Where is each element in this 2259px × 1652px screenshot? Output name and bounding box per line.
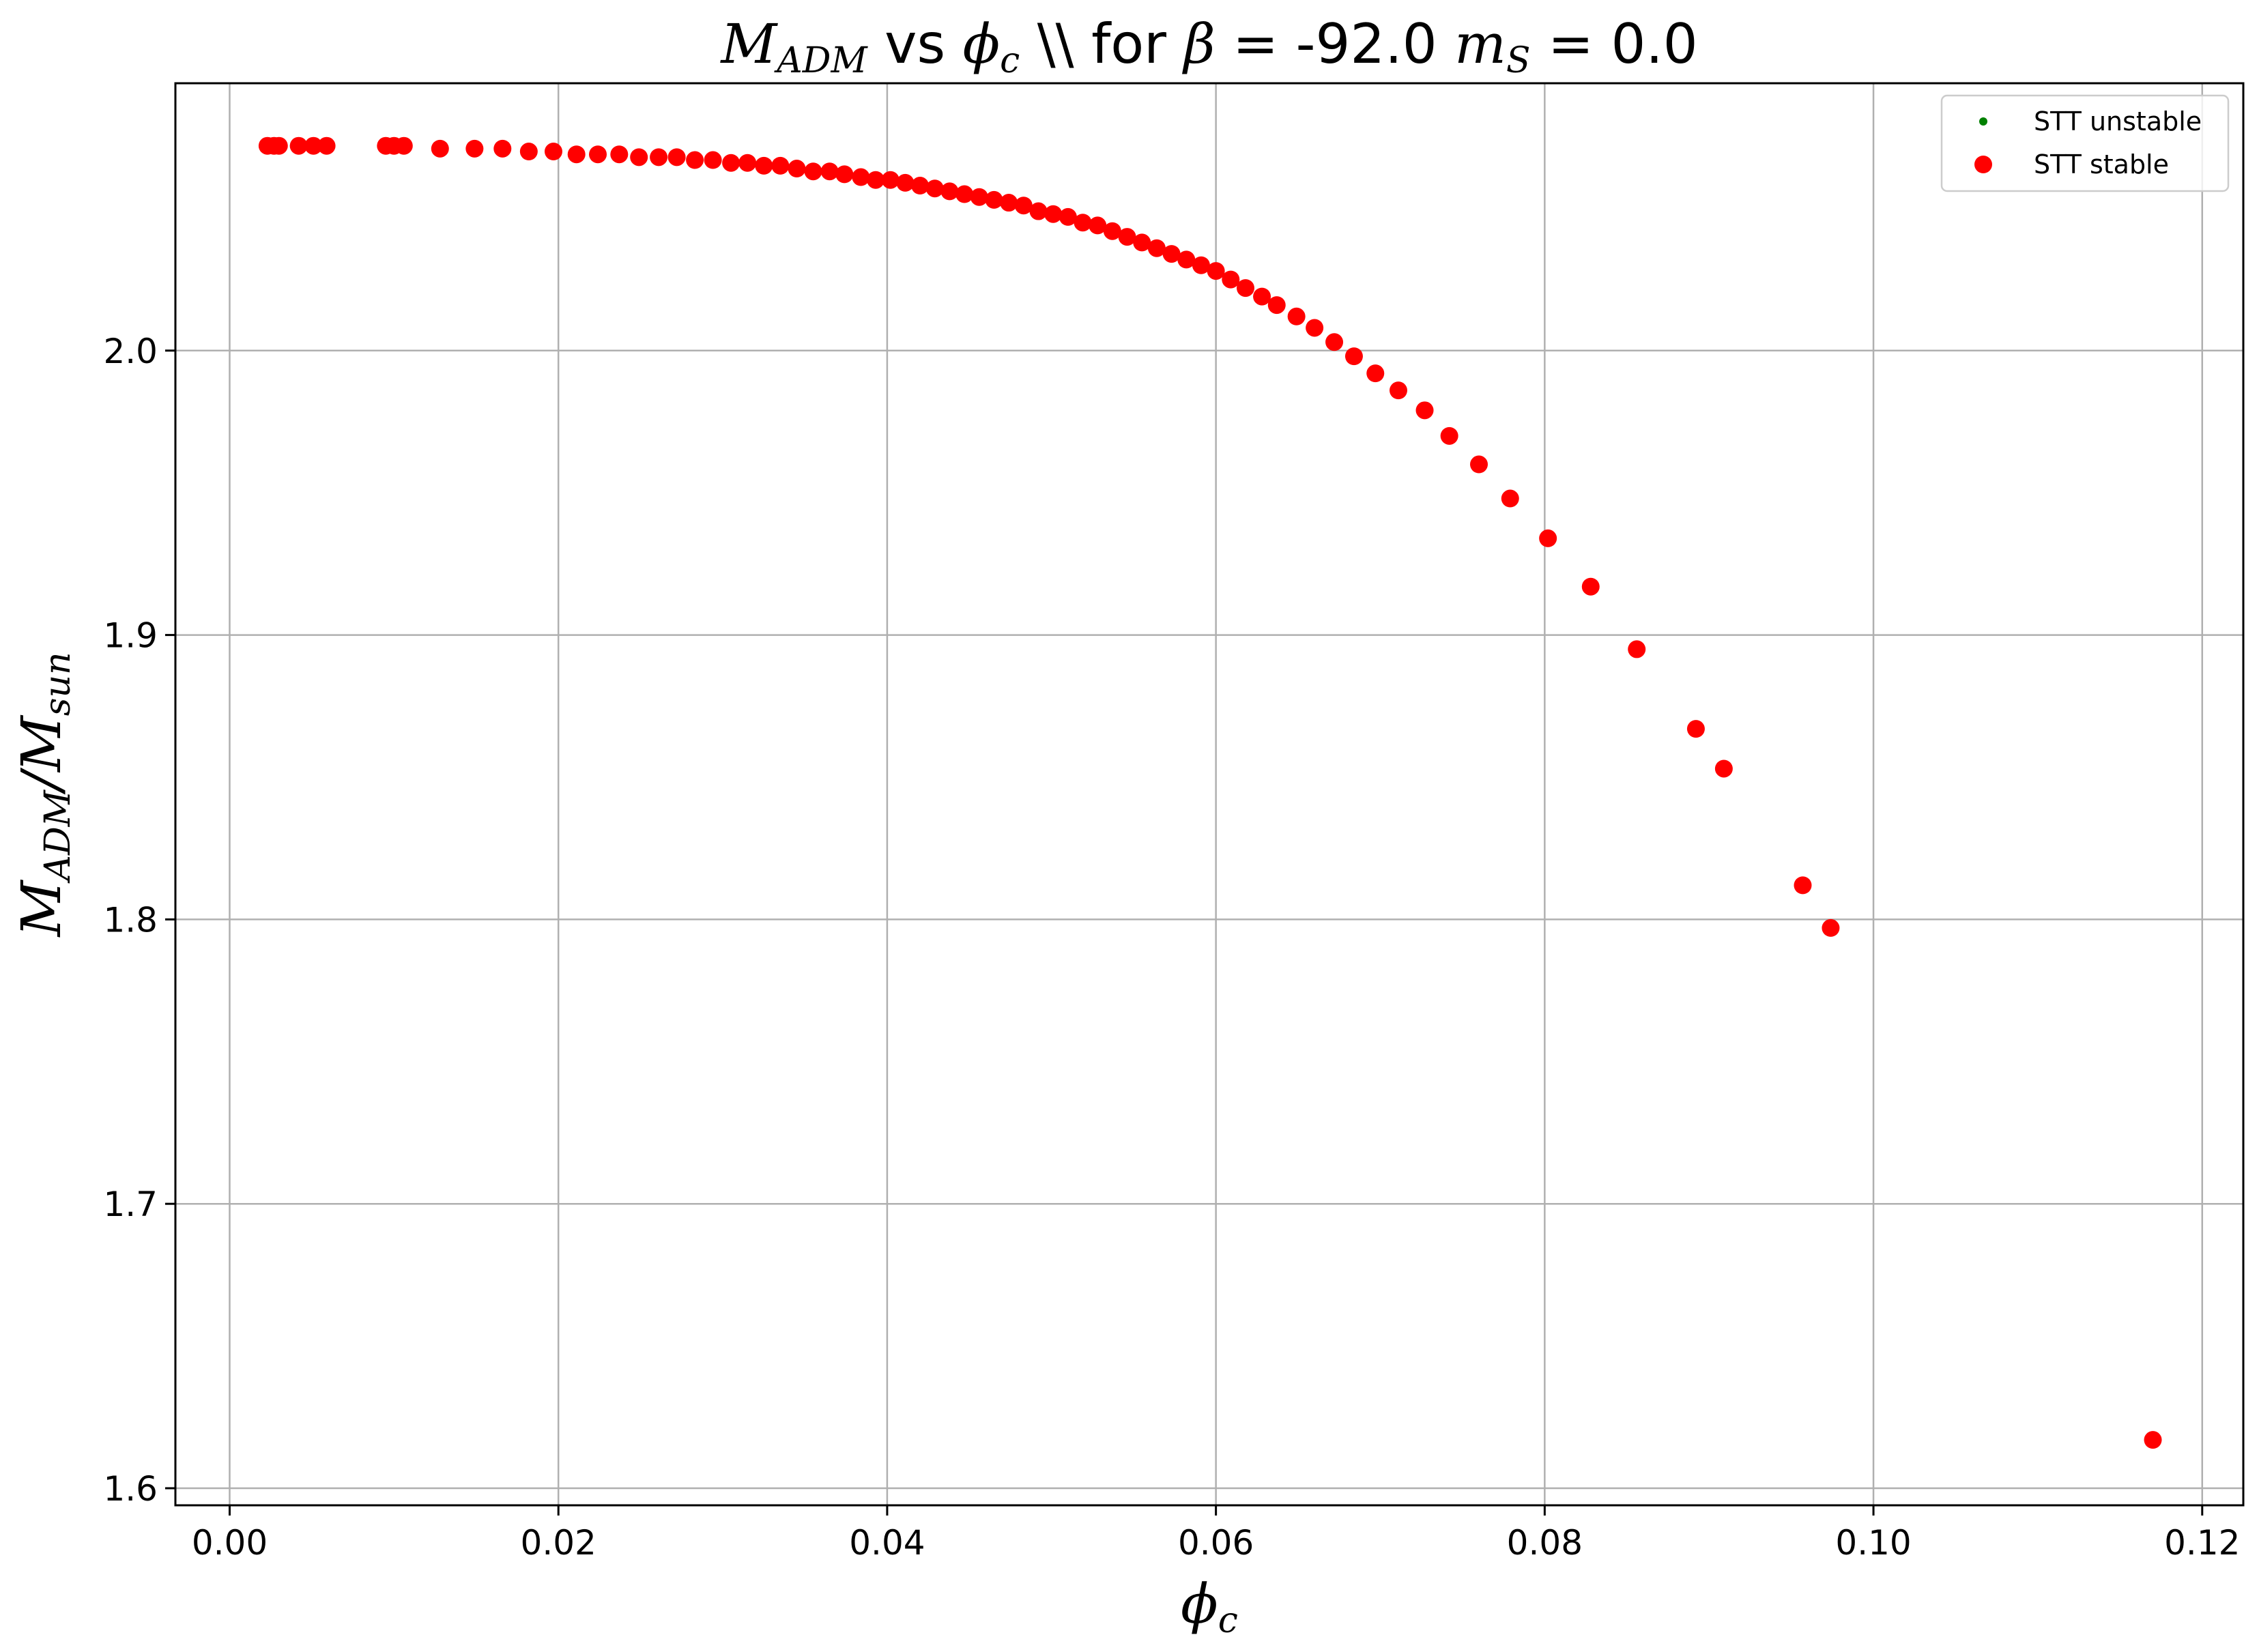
data-point-stable: [630, 148, 648, 166]
legend-marker-stable: [1974, 156, 1992, 173]
x-tick-label: 0.06: [1178, 1523, 1254, 1563]
data-point-stable: [431, 139, 449, 158]
data-point-stable: [567, 145, 586, 164]
data-point-stable: [835, 165, 854, 184]
data-point-stable: [804, 162, 822, 181]
data-point-stable: [650, 148, 668, 166]
data-point-stable: [1253, 287, 1271, 306]
data-point-stable: [867, 171, 885, 189]
data-point-stable: [1366, 364, 1385, 383]
data-point-stable: [544, 143, 562, 161]
y-tick-label: 1.8: [103, 900, 158, 940]
x-tick-label: 0.00: [192, 1523, 268, 1563]
data-point-stable: [1044, 205, 1063, 223]
data-point-stable: [881, 171, 900, 189]
y-axis-label: MADM/Msun: [10, 652, 78, 938]
x-tick-label: 0.08: [1507, 1523, 1583, 1563]
axis-ticks: 0.00 0.02 0.04 0.06 0.08 0.10 0.12 1.6 1.7 1.8 1.9…: [103, 332, 2240, 1563]
data-point-stable: [1059, 207, 1077, 226]
data-point-stable: [852, 168, 870, 186]
x-tick-label: 0.10: [1835, 1523, 1911, 1563]
x-axis-label: ϕc: [1181, 1572, 1238, 1641]
data-point-stable: [985, 190, 1003, 209]
data-point-stable: [394, 136, 413, 155]
data-point-stable: [667, 148, 686, 166]
data-point-stable: [1628, 640, 1646, 658]
data-point-stable: [820, 162, 839, 181]
x-tick-label: 0.12: [2164, 1523, 2240, 1563]
legend-marker-unstable: [1979, 117, 1987, 126]
grid-lines: [175, 83, 2243, 1505]
data-point-stable: [1236, 279, 1254, 298]
data-point-stable: [1389, 381, 1407, 400]
data-point-stable: [1192, 256, 1210, 274]
data-point-stable: [1344, 347, 1363, 366]
data-point-stable: [1415, 401, 1434, 420]
data-point-stable: [755, 156, 773, 175]
data-point-stable: [1714, 759, 1733, 778]
data-point-stable: [1581, 577, 1600, 596]
data-point-stable: [1686, 720, 1705, 738]
data-point-stable: [911, 177, 930, 195]
data-point-stable: [738, 154, 757, 172]
data-point-stable: [1029, 202, 1048, 220]
x-tick-label: 0.02: [521, 1523, 596, 1563]
legend-label-unstable: STT unstable: [2034, 106, 2202, 136]
data-point-stable: [1118, 228, 1136, 246]
data-point-stable: [519, 143, 538, 161]
data-point-stable: [1822, 918, 1840, 937]
legend-box: [1940, 94, 2230, 192]
data-point-stable: [686, 151, 704, 169]
data-point-stable: [1177, 250, 1196, 269]
legend-label-stable: STT stable: [2034, 149, 2169, 179]
data-point-stable: [771, 156, 790, 175]
data-point-stable: [1794, 876, 1812, 895]
data-point-stable: [317, 136, 336, 155]
data-point-stable: [270, 136, 288, 155]
data-points: [258, 136, 2162, 1449]
y-tick-label: 1.7: [103, 1185, 158, 1224]
plot-area-frame: [174, 82, 2245, 1507]
data-point-stable: [2144, 1431, 2162, 1449]
data-point-stable: [589, 145, 607, 164]
chart-title: MADM vs ϕc \\ for β = -92.0 mS = 0.0: [719, 12, 1697, 81]
data-point-stable: [1470, 455, 1488, 474]
data-point-stable: [788, 160, 806, 178]
y-tick-label: 1.9: [103, 616, 158, 656]
data-point-stable: [896, 173, 915, 192]
data-point-stable: [1089, 216, 1107, 235]
data-point-stable: [610, 145, 629, 164]
data-point-stable: [1267, 296, 1286, 315]
data-point-stable: [493, 139, 512, 158]
data-point-stable: [1539, 529, 1557, 547]
data-point-stable: [1014, 197, 1033, 215]
data-point-stable: [465, 139, 484, 158]
y-tick-label: 1.6: [103, 1469, 158, 1509]
data-point-stable: [1074, 214, 1092, 232]
data-point-stable: [1501, 489, 1519, 508]
data-point-stable: [1000, 194, 1018, 212]
legend: STT unstable STT stable: [1940, 94, 2230, 192]
data-point-stable: [1103, 222, 1121, 240]
data-point-stable: [1207, 262, 1225, 280]
data-point-stable: [704, 151, 722, 169]
data-point-stable: [940, 182, 959, 201]
data-point-stable: [1222, 270, 1240, 289]
data-point-stable: [1287, 307, 1306, 325]
data-point-stable: [304, 136, 323, 155]
data-point-stable: [722, 154, 740, 172]
y-tick-label: 2.0: [103, 332, 158, 371]
data-point-stable: [1147, 239, 1166, 257]
data-point-stable: [1306, 319, 1324, 337]
data-point-stable: [289, 136, 308, 155]
data-point-stable: [1325, 333, 1344, 351]
data-point-stable: [970, 188, 988, 206]
data-point-stable: [1162, 245, 1181, 263]
data-point-stable: [1133, 233, 1151, 252]
data-point-stable: [925, 179, 944, 198]
data-point-stable: [1440, 426, 1458, 445]
x-tick-label: 0.04: [849, 1523, 925, 1563]
data-point-stable: [955, 185, 974, 203]
